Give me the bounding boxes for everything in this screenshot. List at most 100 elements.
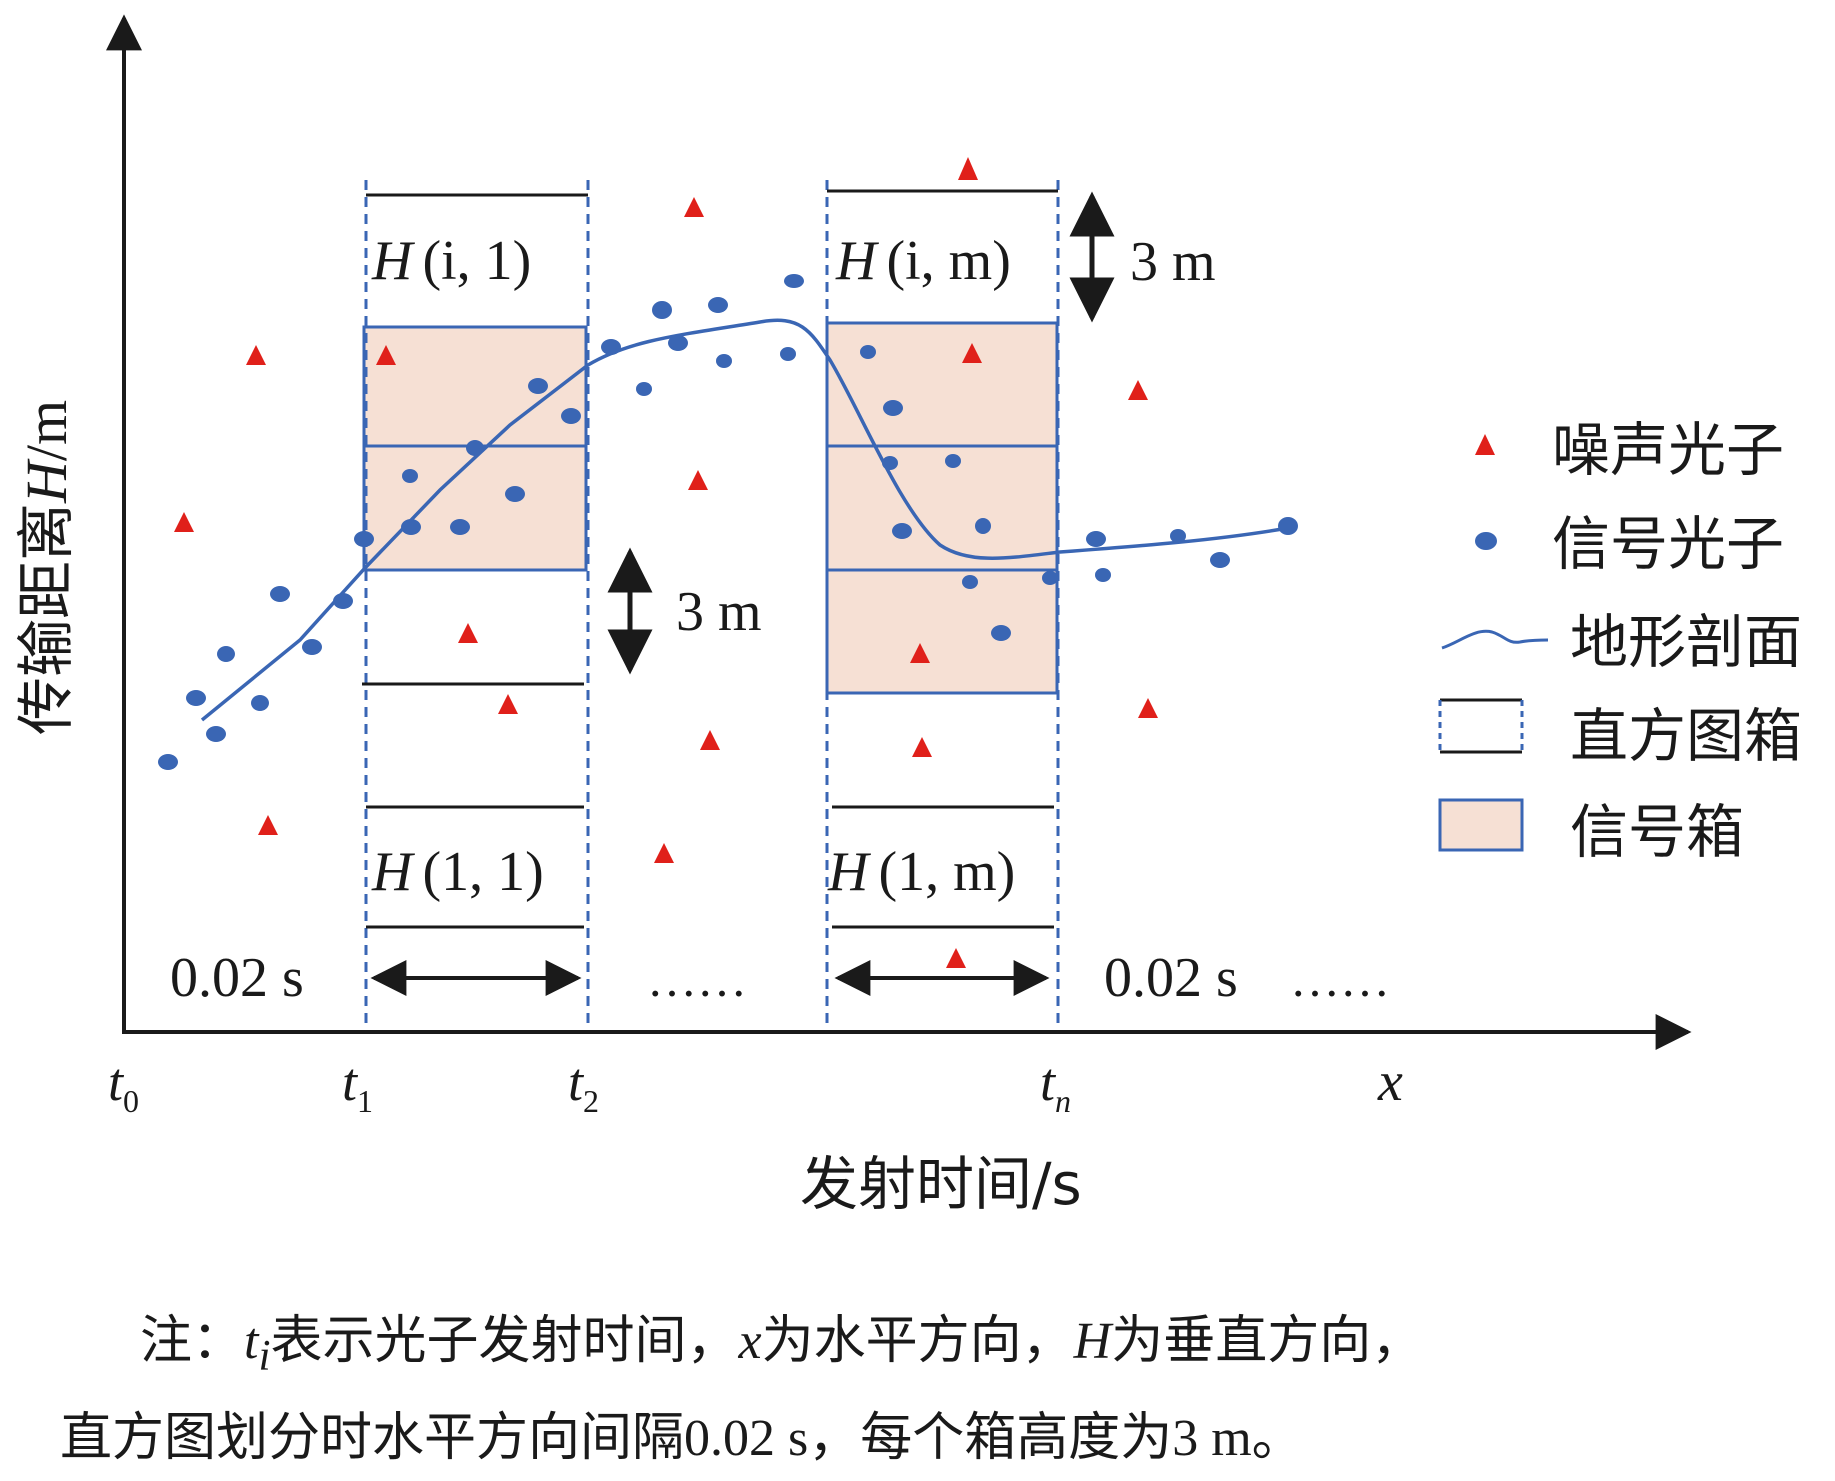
signal-photon xyxy=(945,454,961,468)
note-part2: 为水平方向， xyxy=(761,1313,1074,1370)
note-part3: 为垂直方向， xyxy=(1111,1313,1424,1370)
signal-photon xyxy=(991,625,1011,641)
noise-photon xyxy=(1128,380,1148,400)
note-part1: 表示光子发射时间， xyxy=(270,1313,739,1370)
legend-signal-icon xyxy=(1475,532,1497,550)
bin-boundaries xyxy=(364,180,1060,1030)
diagram-canvas: H (i, 1) H (i, m) H (1, 1) H (1, m) 3 m 3 m … xyxy=(12,14,1802,1218)
legend-terrain-label: 地形剖面 xyxy=(1570,608,1802,676)
label-h-i-1: H (i, 1) xyxy=(371,230,531,292)
noise-photon xyxy=(246,345,266,365)
legend-histogram-icon xyxy=(1438,698,1524,754)
legend-terrain-icon xyxy=(1441,629,1549,650)
axes xyxy=(106,14,1692,1050)
signal-photon xyxy=(780,347,796,361)
signal-photon xyxy=(158,754,178,770)
signal-photon xyxy=(1086,531,1106,547)
signal-photon xyxy=(784,274,804,288)
noise-photon xyxy=(258,815,278,835)
signal-photon xyxy=(601,339,621,355)
legend-noise-label: 噪声光子 xyxy=(1552,416,1784,484)
annotation-dots-right: …… xyxy=(1290,951,1390,1007)
noise-photon xyxy=(684,197,704,217)
signal-photon xyxy=(401,519,421,535)
signal-photon xyxy=(354,531,374,547)
signal-box-right xyxy=(825,321,1059,695)
noise-photon xyxy=(376,345,396,365)
annotation-interval-right: 0.02 s xyxy=(1104,947,1238,1009)
signal-photon xyxy=(1042,571,1058,585)
annotation-height-top: 3 m xyxy=(1130,231,1216,293)
noise-photon xyxy=(912,737,932,757)
signal-photon xyxy=(302,639,322,655)
legend-histogram-label: 直方图箱 xyxy=(1570,702,1802,770)
note-line-1: 注：ti表示光子发射时间，x为水平方向，H为垂直方向， xyxy=(60,1300,1800,1397)
figure-note: 注：ti表示光子发射时间，x为水平方向，H为垂直方向， 直方图划分时水平方向间隔… xyxy=(60,1300,1800,1481)
x-axis-title: 发射时间/s xyxy=(800,1150,1082,1218)
signal-photon xyxy=(668,335,688,351)
legend-noise-icon xyxy=(1475,434,1495,455)
noise-photon xyxy=(700,730,720,750)
annotation-interval-left: 0.02 s xyxy=(170,947,304,1009)
signal-photon xyxy=(1095,568,1111,582)
signal-photon xyxy=(505,486,525,502)
signal-photon xyxy=(883,400,903,416)
note-t-var: t xyxy=(244,1313,259,1370)
signal-photon xyxy=(892,523,912,539)
signal-photon xyxy=(1278,517,1298,535)
note-line-2: 直方图划分时水平方向间隔0.02 s，每个箱高度为3 m。 xyxy=(60,1410,1304,1468)
signal-photon xyxy=(528,378,548,394)
legend-signal-label: 信号光子 xyxy=(1552,510,1784,578)
tick-tn: tn xyxy=(1040,1052,1071,1119)
signal-photon xyxy=(860,345,876,359)
signal-photon xyxy=(466,440,484,456)
label-h-i-m: H (i, m) xyxy=(835,230,1011,292)
noise-photon xyxy=(174,512,194,532)
noise-photon xyxy=(654,843,674,863)
tick-t1: t1 xyxy=(342,1052,373,1119)
y-axis-title: 传输距离H/m xyxy=(12,400,80,735)
signal-photon xyxy=(975,518,991,534)
note-t-sub: i xyxy=(258,1331,271,1380)
annotation-height-mid: 3 m xyxy=(676,581,762,643)
signal-photon xyxy=(1170,529,1186,543)
signal-photon xyxy=(1210,552,1230,568)
noise-photon xyxy=(688,470,708,490)
noise-photon xyxy=(1138,698,1158,718)
noise-photon xyxy=(946,948,966,968)
legend: 噪声光子 信号光子 地形剖面 直方图箱 信号箱 xyxy=(1438,416,1802,866)
x-axis-end-label: x xyxy=(1377,1051,1403,1113)
note-x-var: x xyxy=(738,1313,762,1370)
label-h-1-1: H (1, 1) xyxy=(371,841,544,903)
signal-photon xyxy=(716,354,732,368)
terrain-profile xyxy=(200,318,1289,722)
signal-photon xyxy=(962,575,978,589)
legend-signal-box-icon xyxy=(1438,798,1524,852)
signal-photon xyxy=(708,297,728,313)
signal-photon xyxy=(333,593,353,609)
signal-photon xyxy=(206,726,226,742)
signal-photon xyxy=(402,469,418,483)
signal-photon xyxy=(652,301,672,319)
noise-photon xyxy=(458,623,478,643)
tick-t2: t2 xyxy=(568,1052,599,1119)
noise-photon xyxy=(958,157,978,180)
noise-photon xyxy=(910,643,930,663)
label-h-1-m: H (1, m) xyxy=(827,841,1015,903)
signal-photon xyxy=(561,408,581,424)
signal-photon xyxy=(186,690,206,706)
signal-photon xyxy=(217,646,235,662)
signal-photon xyxy=(251,695,269,711)
legend-signal-box-label: 信号箱 xyxy=(1570,798,1744,866)
signal-photon xyxy=(882,456,898,470)
signal-photon xyxy=(450,519,470,535)
noise-photon xyxy=(962,343,982,363)
tick-t0: t0 xyxy=(108,1052,139,1119)
noise-photon xyxy=(498,694,518,714)
annotation-dots-mid: …… xyxy=(647,951,747,1007)
histogram-lines xyxy=(362,189,1058,929)
note-prefix: 注： xyxy=(140,1313,245,1370)
signal-photon xyxy=(270,586,290,602)
signal-photon xyxy=(636,382,652,396)
note-h-var: H xyxy=(1073,1313,1112,1370)
